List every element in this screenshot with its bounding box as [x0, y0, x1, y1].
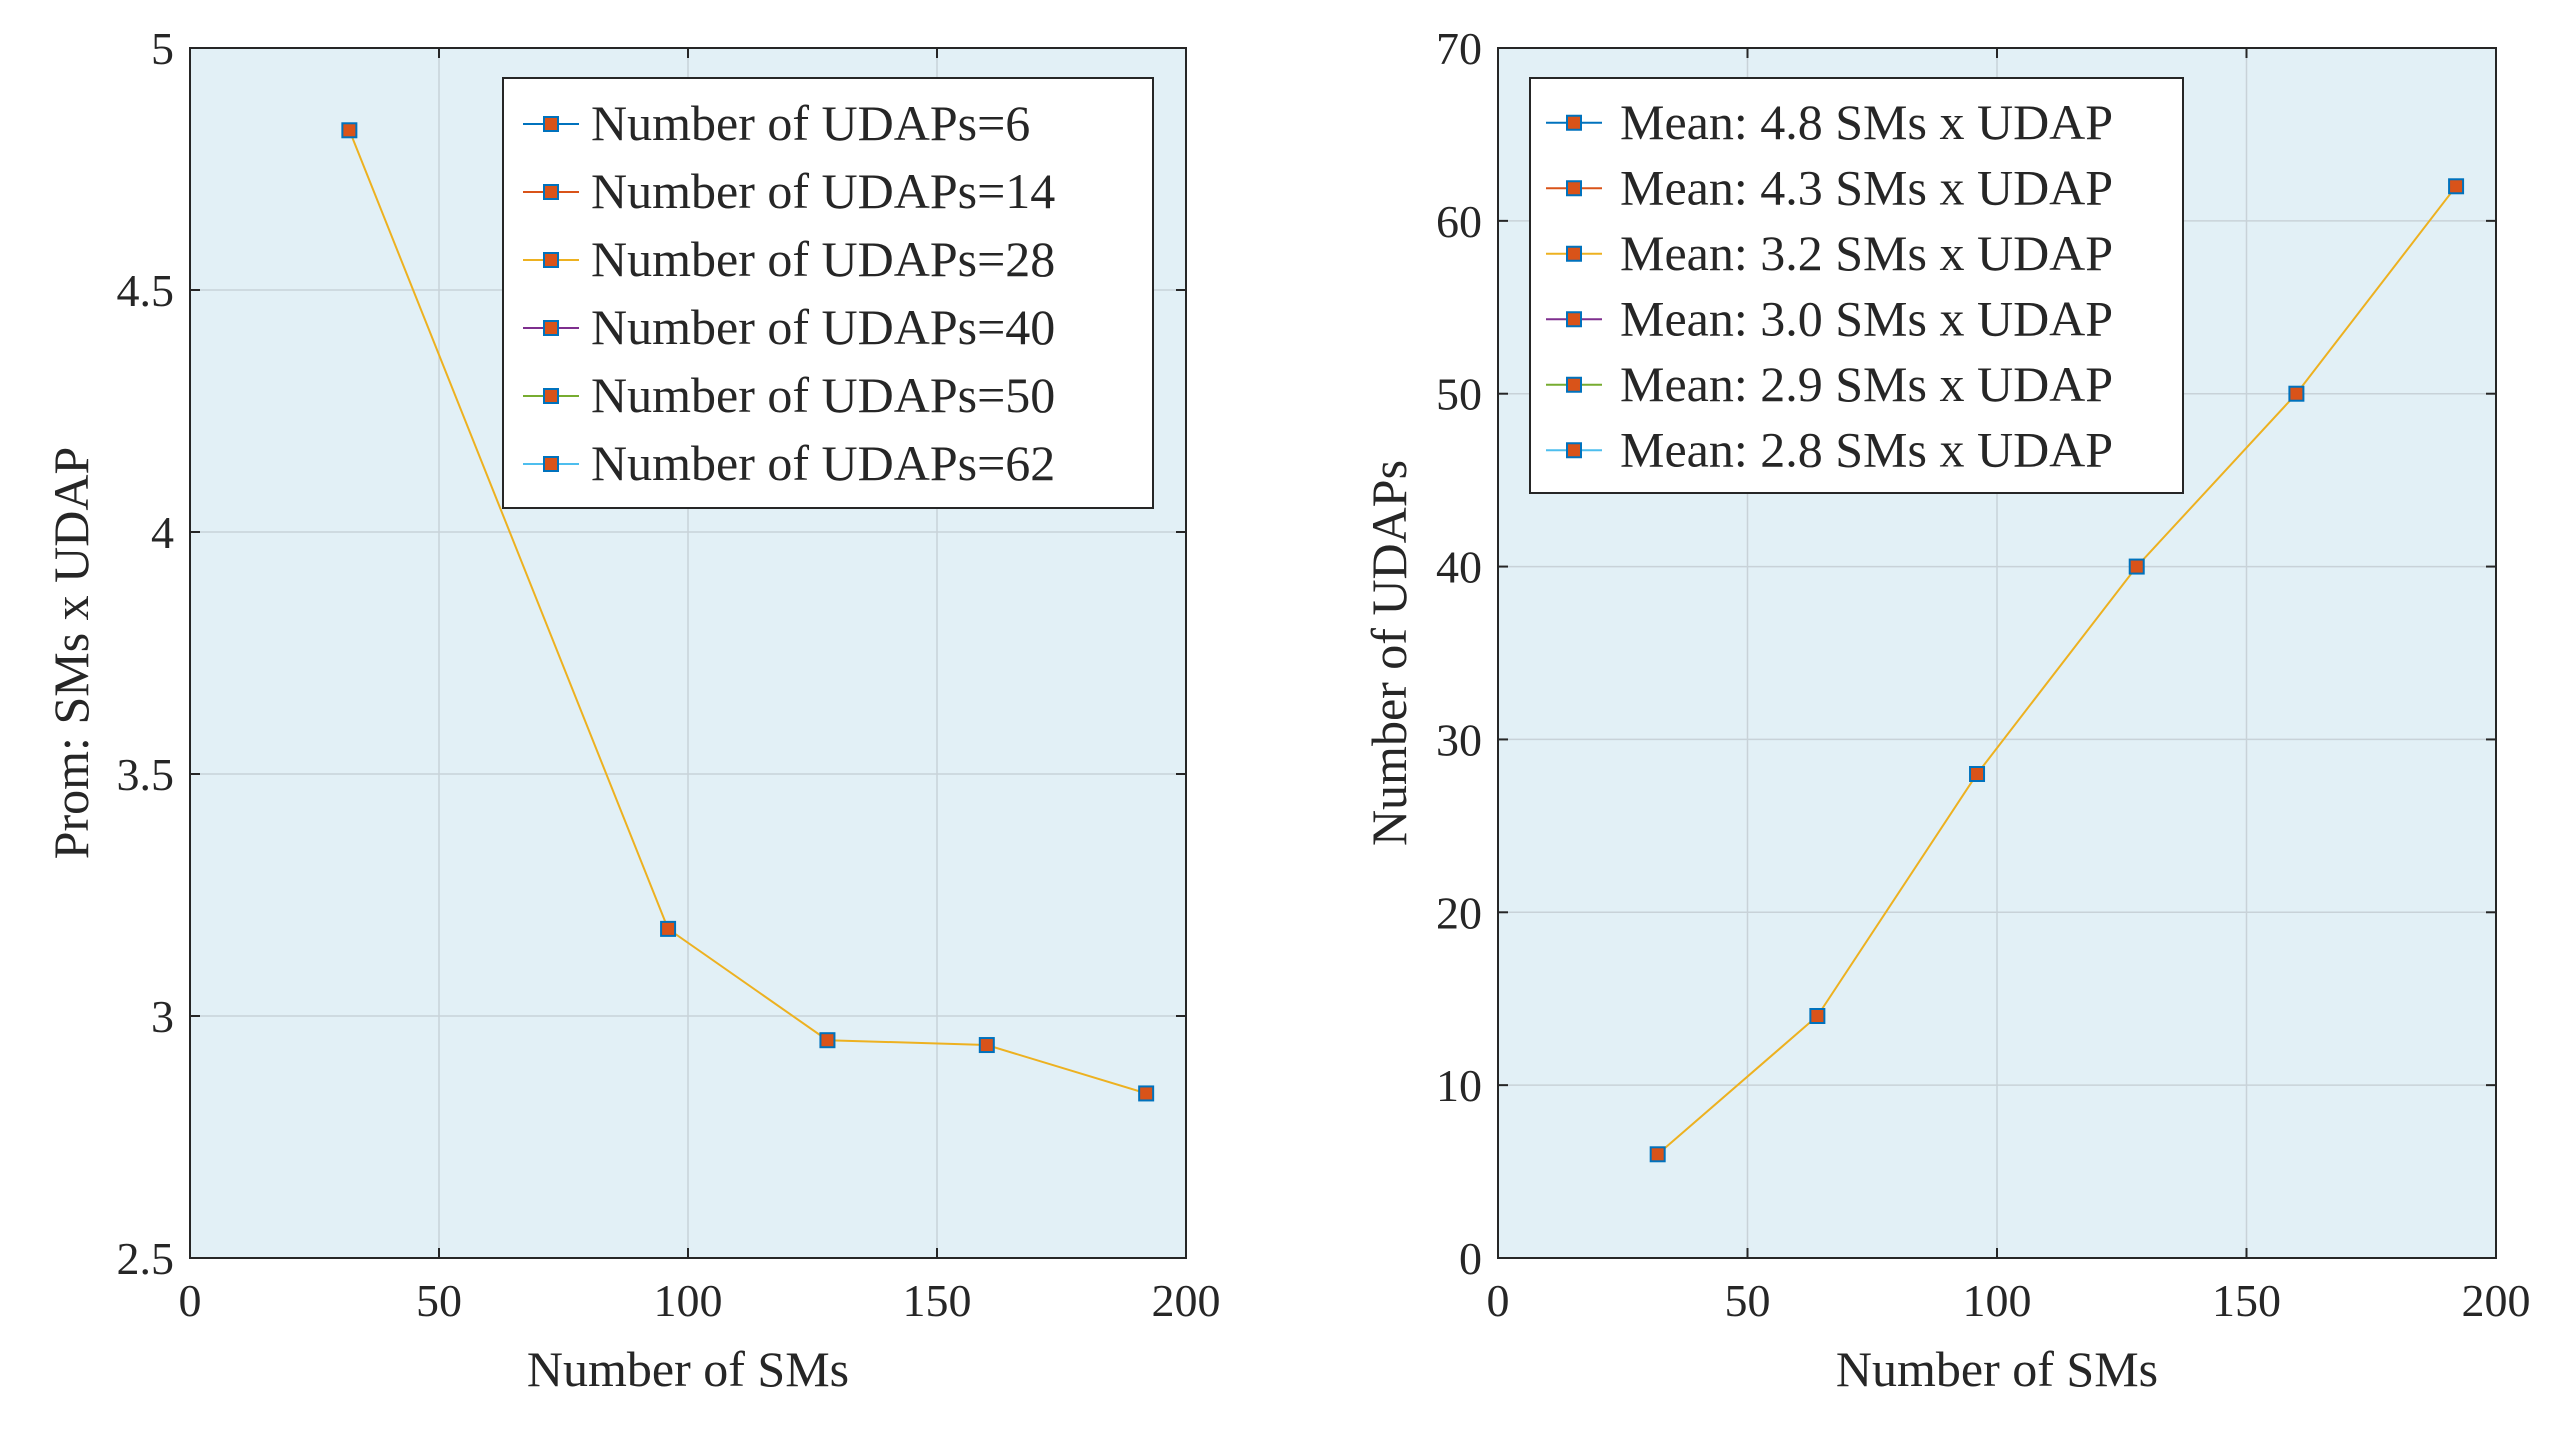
legend-label: Mean: 4.8 SMs x UDAP — [1620, 94, 2113, 150]
y-tick-label: 2.5 — [117, 1233, 175, 1284]
legend-swatch-marker — [543, 116, 559, 132]
legend-swatch-marker — [1566, 442, 1582, 459]
legend-label: Number of UDAPs=40 — [591, 299, 1055, 355]
legend-label: Mean: 3.0 SMs x UDAP — [1620, 290, 2113, 346]
y-tick-label: 0 — [1459, 1233, 1482, 1284]
legend-label: Number of UDAPs=6 — [591, 95, 1030, 151]
legend-swatch-marker — [1566, 245, 1582, 262]
y-tick-label: 20 — [1436, 887, 1482, 938]
y-tick-label: 10 — [1436, 1060, 1482, 1111]
y-tick-label: 70 — [1436, 23, 1482, 74]
legend-label: Mean: 3.2 SMs x UDAP — [1620, 225, 2113, 281]
x-tick-label: 50 — [1725, 1275, 1771, 1326]
legend-swatch-marker — [543, 320, 559, 336]
legend-swatch-marker — [543, 252, 559, 268]
x-axis-label: Number of SMs — [527, 1341, 849, 1397]
x-tick-label: 0 — [1487, 1275, 1510, 1326]
legend-swatch-marker — [1566, 311, 1582, 328]
y-tick-label: 40 — [1436, 542, 1482, 593]
y-tick-label: 3 — [151, 991, 174, 1042]
legend-swatch-marker — [543, 388, 559, 404]
series-line — [1657, 185, 2457, 1156]
legend-swatch-marker — [543, 456, 559, 472]
y-tick-label: 30 — [1436, 714, 1482, 765]
legend-label: Mean: 4.3 SMs x UDAP — [1620, 159, 2113, 215]
data-point — [2128, 558, 2145, 575]
legend-label: Number of UDAPs=28 — [591, 231, 1055, 287]
legend-label: Mean: 2.9 SMs x UDAP — [1620, 356, 2113, 412]
legend-label: Number of UDAPs=14 — [591, 163, 1055, 219]
x-tick-label: 200 — [1152, 1275, 1221, 1326]
left-chart: 0 50 100 150 200 2.5 3 3.5 4 4.5 5 Number of SMs Pro… — [43, 23, 1221, 1397]
legend-swatch-marker — [1566, 376, 1582, 393]
x-tick-label: 0 — [179, 1275, 202, 1326]
y-axis-label: Number of UDAPs — [1361, 460, 1417, 846]
legend-box — [1529, 77, 2184, 494]
data-point — [1969, 766, 1986, 782]
x-tick-label: 150 — [2212, 1275, 2281, 1326]
data-point — [978, 1037, 995, 1054]
y-tick-label: 4.5 — [117, 265, 175, 316]
data-point — [2288, 385, 2305, 402]
y-tick-label: 60 — [1436, 196, 1482, 247]
x-axis-label: Number of SMs — [1836, 1341, 2158, 1397]
x-tick-label: 150 — [903, 1275, 972, 1326]
y-tick-label: 5 — [151, 23, 174, 74]
data-point — [660, 920, 677, 937]
x-tick-label: 200 — [2462, 1275, 2531, 1326]
legend-swatch-marker — [1566, 114, 1582, 131]
right-chart: 0 50 100 150 200 0 10 20 30 40 50 60 70 Number of SMs… — [1361, 23, 2531, 1397]
x-tick-label: 100 — [654, 1275, 723, 1326]
x-tick-label: 100 — [1963, 1275, 2032, 1326]
y-axis-label: Prom: SMs x UDAP — [43, 447, 99, 860]
legend-swatch-marker — [1566, 180, 1582, 197]
data-point — [2448, 178, 2465, 195]
data-point — [1138, 1085, 1155, 1102]
legend-box — [502, 77, 1154, 509]
legend-label: Number of UDAPs=62 — [591, 435, 1055, 491]
data-point — [341, 122, 358, 139]
legend-swatch-marker — [543, 184, 559, 200]
legend-label: Number of UDAPs=50 — [591, 367, 1055, 423]
y-tick-label: 3.5 — [117, 749, 175, 800]
x-tick-label: 50 — [416, 1275, 462, 1326]
data-point — [1649, 1146, 1666, 1163]
data-point — [819, 1032, 836, 1049]
y-tick-label: 50 — [1436, 369, 1482, 420]
y-tick-label: 4 — [151, 507, 174, 558]
data-point — [1809, 1008, 1826, 1024]
legend-label: Mean: 2.8 SMs x UDAP — [1620, 421, 2113, 477]
